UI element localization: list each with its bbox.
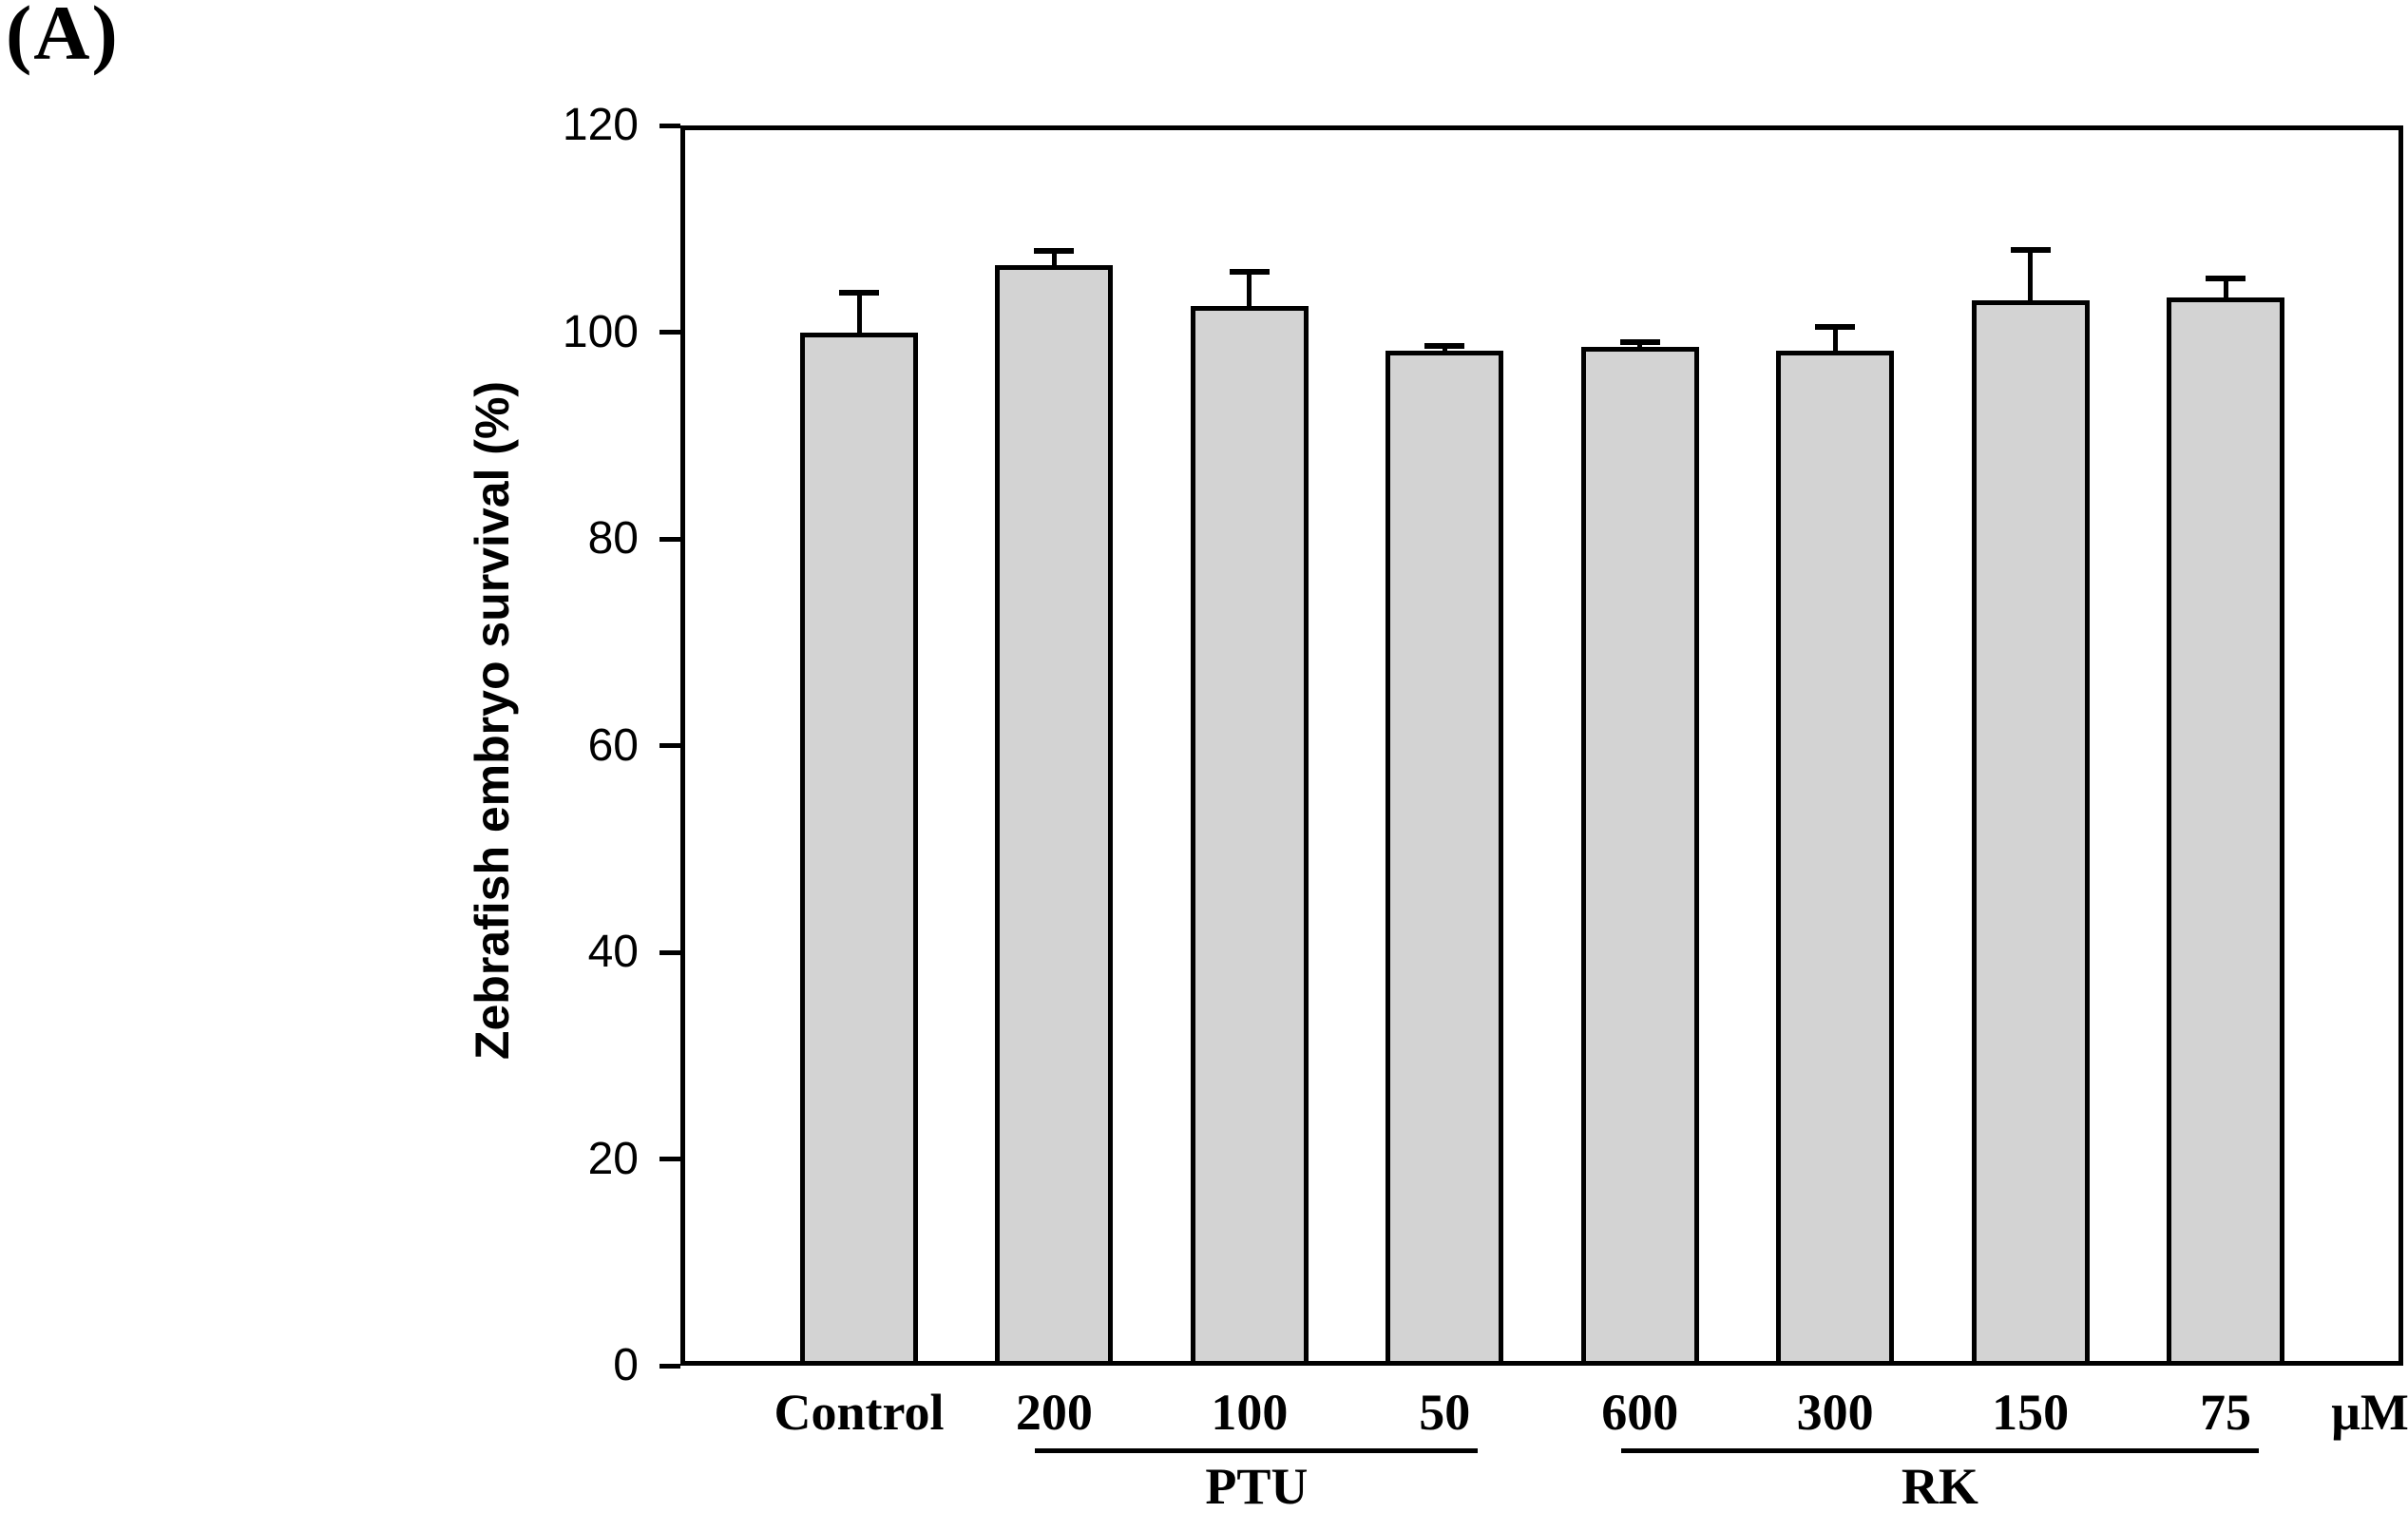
x-tick-label-150: 150 (1992, 1384, 2070, 1441)
error-bar-cap (1815, 323, 1856, 330)
bar-600 (1580, 346, 1699, 1366)
x-tick-label-300: 300 (1796, 1384, 1874, 1441)
y-axis-tick-label: 60 (587, 719, 639, 771)
group-label-ptu: PTU (1205, 1458, 1309, 1513)
y-axis-tick-label: 80 (587, 513, 639, 564)
error-bar-stem (1832, 326, 1838, 356)
panel-label: (A) (6, 0, 120, 76)
y-axis-tick-label: 100 (562, 306, 639, 357)
error-bar-stem (1051, 251, 1057, 270)
y-axis-tick-label: 20 (587, 1133, 639, 1184)
bar-control (800, 332, 918, 1366)
error-bar-stem (1247, 272, 1252, 312)
x-tick-label-200: 200 (1015, 1384, 1093, 1441)
y-axis-tick-label: 120 (562, 100, 639, 150)
y-axis-tick (659, 330, 680, 335)
x-axis-unit-label: μM (2331, 1384, 2408, 1441)
bar-50 (1386, 351, 1504, 1366)
y-axis-tick-label: 40 (587, 927, 639, 977)
group-underline-rk (1620, 1448, 2259, 1453)
x-tick-label-50: 50 (1419, 1384, 1471, 1441)
bar-150 (1971, 299, 2090, 1366)
error-bar-cap (1034, 248, 1075, 255)
y-axis-tick-label: 0 (613, 1340, 639, 1390)
y-axis-tick (659, 949, 680, 955)
bar-300 (1776, 351, 1895, 1366)
x-tick-label-75: 75 (2200, 1384, 2251, 1441)
x-tick-label-100: 100 (1211, 1384, 1289, 1441)
group-label-rk: RK (1901, 1458, 1978, 1513)
y-axis-tick (659, 743, 680, 748)
bar-100 (1190, 306, 1309, 1366)
x-tick-label-600: 600 (1601, 1384, 1679, 1441)
y-axis-tick (659, 1157, 680, 1161)
plot-frame (680, 125, 2403, 1366)
bar-75 (2167, 297, 2284, 1366)
error-bar-cap (1229, 269, 1270, 276)
y-axis-tick (659, 123, 680, 128)
error-bar-stem (2028, 250, 2034, 305)
error-bar-cap (2010, 247, 2051, 254)
x-tick-label-control: Control (774, 1384, 945, 1441)
error-bar-stem (2223, 278, 2228, 302)
error-bar-cap (1424, 343, 1465, 350)
y-axis-tick (659, 536, 680, 542)
error-bar-cap (839, 289, 879, 296)
y-axis-tick (659, 1363, 680, 1369)
error-bar-cap (1619, 339, 1660, 346)
bar-200 (995, 264, 1114, 1366)
group-underline-ptu (1035, 1448, 1479, 1453)
error-bar-cap (2206, 275, 2246, 281)
error-bar-stem (856, 292, 862, 337)
